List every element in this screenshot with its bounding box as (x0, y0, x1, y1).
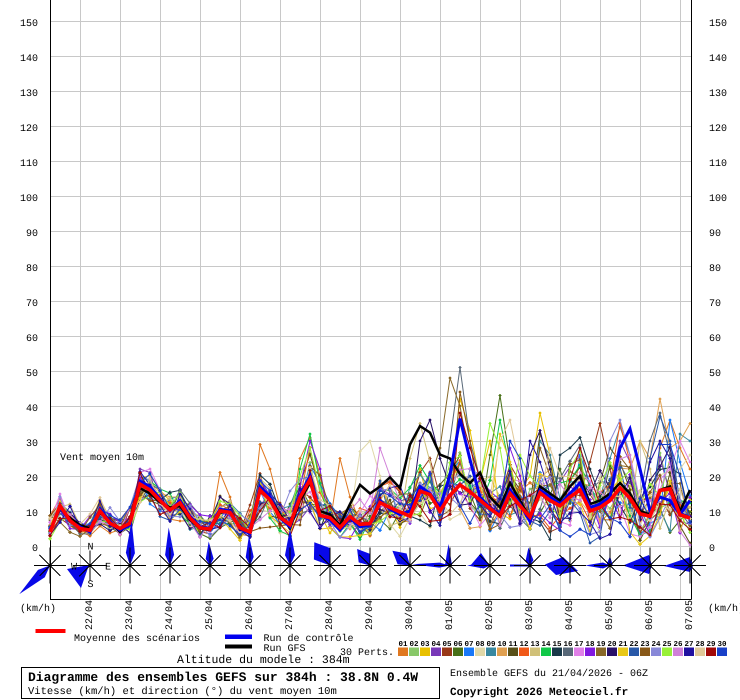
svg-text:100: 100 (709, 194, 727, 205)
svg-text:23: 23 (640, 640, 650, 649)
svg-text:07/05: 07/05 (684, 600, 696, 630)
svg-text:130: 130 (709, 89, 727, 100)
svg-text:22: 22 (629, 640, 639, 649)
svg-text:110: 110 (709, 159, 727, 170)
svg-text:26: 26 (673, 640, 683, 649)
svg-text:40: 40 (709, 404, 721, 415)
svg-text:24/04: 24/04 (164, 600, 176, 630)
svg-text:08: 08 (475, 640, 485, 649)
svg-text:30/04: 30/04 (404, 600, 416, 630)
svg-text:25: 25 (662, 640, 672, 649)
svg-text:27: 27 (684, 640, 693, 649)
svg-text:140: 140 (709, 54, 727, 65)
svg-text:100: 100 (20, 194, 38, 205)
svg-text:11: 11 (508, 641, 518, 649)
svg-text:80: 80 (26, 264, 38, 275)
svg-text:04/05: 04/05 (564, 600, 576, 630)
svg-text:W: W (71, 563, 77, 574)
svg-text:06: 06 (453, 640, 463, 649)
svg-text:130: 130 (20, 89, 38, 100)
svg-text:30: 30 (709, 439, 721, 450)
svg-text:S: S (87, 580, 93, 591)
svg-text:29/04: 29/04 (364, 600, 376, 630)
svg-text:26/04: 26/04 (244, 600, 256, 630)
svg-text:N: N (87, 543, 93, 554)
svg-text:01: 01 (398, 640, 408, 649)
svg-text:05: 05 (442, 640, 452, 649)
svg-text:23/04: 23/04 (124, 600, 136, 630)
svg-text:19: 19 (596, 640, 606, 649)
svg-text:27/04: 27/04 (284, 600, 296, 630)
svg-text:29: 29 (706, 640, 716, 649)
svg-text:70: 70 (709, 299, 721, 310)
svg-text:120: 120 (709, 124, 727, 135)
svg-text:Altitude du modele : 384m: Altitude du modele : 384m (177, 654, 350, 667)
svg-text:07: 07 (464, 640, 473, 649)
svg-text:02/05: 02/05 (484, 600, 496, 630)
svg-text:14: 14 (541, 641, 551, 649)
svg-text:80: 80 (709, 264, 721, 275)
svg-text:28: 28 (695, 640, 705, 649)
svg-text:10: 10 (497, 640, 507, 649)
svg-text:Vent moyen 10m: Vent moyen 10m (60, 453, 144, 464)
svg-text:40: 40 (26, 404, 38, 415)
svg-text:10: 10 (26, 509, 38, 520)
svg-text:Ensemble GEFS du 21/04/2026 -: Ensemble GEFS du 21/04/2026 - 06Z (450, 668, 648, 680)
svg-text:04: 04 (431, 640, 441, 649)
svg-text:06/05: 06/05 (644, 600, 656, 630)
svg-text:50: 50 (26, 369, 38, 380)
svg-text:Diagramme des ensembles GEFS s: Diagramme des ensembles GEFS sur 384h : … (28, 670, 418, 685)
svg-text:05/05: 05/05 (604, 600, 616, 630)
svg-text:60: 60 (709, 334, 721, 345)
svg-text:20: 20 (709, 474, 721, 485)
svg-text:30: 30 (717, 640, 727, 649)
svg-text:140: 140 (20, 54, 38, 65)
svg-text:28/04: 28/04 (324, 600, 336, 630)
svg-text:120: 120 (20, 124, 38, 135)
svg-text:(km/h): (km/h) (20, 603, 56, 615)
svg-text:30 Perts.: 30 Perts. (340, 648, 394, 659)
svg-text:150: 150 (20, 19, 38, 30)
svg-text:16: 16 (563, 640, 573, 649)
svg-text:50: 50 (709, 369, 721, 380)
svg-text:60: 60 (26, 334, 38, 345)
svg-text:03/05: 03/05 (524, 600, 536, 630)
svg-text:150: 150 (709, 19, 727, 30)
svg-text:110: 110 (20, 159, 38, 170)
svg-text:01/05: 01/05 (444, 600, 456, 630)
svg-text:03: 03 (420, 640, 430, 649)
svg-text:21: 21 (618, 640, 628, 649)
svg-text:Run de contrôle: Run de contrôle (264, 633, 354, 645)
svg-text:Moyenne des scénarios: Moyenne des scénarios (74, 633, 200, 645)
svg-text:90: 90 (26, 229, 38, 240)
svg-text:09: 09 (486, 640, 496, 649)
svg-text:20: 20 (26, 474, 38, 485)
svg-text:10: 10 (709, 509, 721, 520)
svg-text:70: 70 (26, 299, 38, 310)
svg-text:Run GFS: Run GFS (264, 644, 306, 655)
svg-text:30: 30 (26, 439, 38, 450)
svg-text:Vitesse (km/h) et direction (°: Vitesse (km/h) et direction (°) du vent … (28, 686, 337, 698)
svg-text:12: 12 (519, 640, 529, 649)
svg-text:15: 15 (552, 641, 562, 649)
svg-text:18: 18 (585, 640, 595, 649)
svg-text:(km/h): (km/h) (708, 603, 740, 615)
svg-text:0: 0 (32, 544, 38, 555)
svg-text:02: 02 (409, 640, 419, 649)
svg-text:0: 0 (709, 544, 715, 555)
svg-text:90: 90 (709, 229, 721, 240)
svg-text:17: 17 (574, 641, 583, 649)
svg-text:22/04: 22/04 (84, 600, 96, 630)
svg-text:E: E (105, 563, 111, 574)
svg-text:13: 13 (530, 640, 540, 649)
svg-text:24: 24 (651, 640, 661, 649)
svg-text:25/04: 25/04 (204, 600, 216, 630)
svg-text:Copyright 2026 Meteociel.fr: Copyright 2026 Meteociel.fr (450, 686, 628, 699)
svg-text:20: 20 (607, 640, 617, 649)
